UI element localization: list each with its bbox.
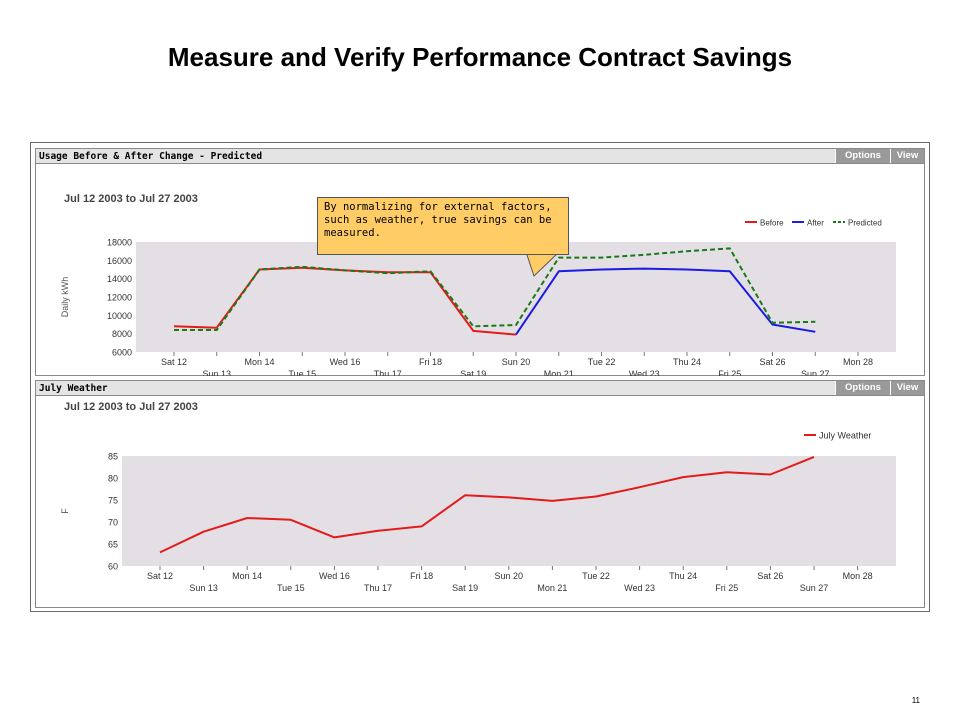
x-tick-label: Fri 18 bbox=[419, 357, 442, 367]
x-tick-label: Wed 16 bbox=[330, 357, 361, 367]
x-tick-label: Tue 22 bbox=[588, 357, 616, 367]
legend-label: Before bbox=[760, 219, 784, 228]
weather-panel-title: July Weather bbox=[39, 383, 108, 394]
x-tick-label: Sun 27 bbox=[801, 369, 830, 376]
usage-panel-header: Usage Before & After Change - Predicted … bbox=[35, 148, 925, 164]
y-tick-label: 16000 bbox=[107, 256, 132, 266]
legend-label: After bbox=[807, 219, 824, 228]
x-tick-label: Thu 24 bbox=[673, 357, 701, 367]
legend-label: Predicted bbox=[848, 219, 882, 228]
x-tick-label: Sun 27 bbox=[800, 583, 829, 593]
usage-panel-title: Usage Before & After Change - Predicted bbox=[39, 151, 263, 162]
y-tick-label: 65 bbox=[108, 540, 118, 550]
y-tick-label: 85 bbox=[108, 452, 118, 462]
usage-options-button[interactable]: Options bbox=[835, 149, 890, 163]
x-tick-label: Thu 17 bbox=[364, 583, 392, 593]
x-tick-label: Sat 19 bbox=[460, 369, 486, 376]
x-tick-label: Tue 15 bbox=[288, 369, 316, 376]
weather-panel-body: Jul 12 2003 to Jul 27 2003 60 65 70 75 80 85 F S… bbox=[35, 396, 925, 608]
usage-chart: Jul 12 2003 to Jul 27 2003 6000 8000 10000 1… bbox=[60, 193, 896, 376]
date-range-label: Jul 12 2003 to Jul 27 2003 bbox=[64, 401, 198, 413]
x-tick-label: Thu 17 bbox=[374, 369, 402, 376]
y-axis-label: Daily kWh bbox=[60, 277, 70, 318]
y-axis-label: F bbox=[60, 508, 70, 514]
y-tick-label: 18000 bbox=[107, 238, 132, 248]
x-tick-label: Mon 14 bbox=[232, 571, 262, 581]
x-tick-label: Mon 28 bbox=[843, 357, 873, 367]
series-line-july-weather bbox=[159, 455, 815, 554]
usage-panel-body: Jul 12 2003 to Jul 27 2003 6000 8000 10000 1… bbox=[35, 164, 925, 376]
slide-title: Measure and Verify Performance Contract … bbox=[167, 42, 793, 72]
dashboard-frame: Usage Before & After Change - Predicted … bbox=[30, 142, 930, 612]
savings-callout: By normalizing for external factors, suc… bbox=[317, 197, 569, 255]
y-tick-label: 70 bbox=[108, 518, 118, 528]
date-range-label: Jul 12 2003 to Jul 27 2003 bbox=[64, 193, 198, 205]
x-tick-label: Fri 25 bbox=[718, 369, 741, 376]
weather-view-button[interactable]: View bbox=[890, 381, 924, 395]
page-number: 11 bbox=[911, 696, 920, 705]
plot-area bbox=[136, 242, 896, 352]
series-line-predicted bbox=[174, 247, 816, 331]
y-tick-label: 10000 bbox=[107, 311, 132, 321]
weather-options-button[interactable]: Options bbox=[835, 381, 890, 395]
y-tick-label: 60 bbox=[108, 562, 118, 572]
y-tick-label: 12000 bbox=[107, 293, 132, 303]
weather-panel-header: July Weather Options View bbox=[35, 380, 925, 396]
x-tick-label: Tue 15 bbox=[277, 583, 305, 593]
x-tick-label: Sun 13 bbox=[202, 369, 231, 376]
x-tick-label: Sat 12 bbox=[161, 357, 187, 367]
x-tick-label: Wed 23 bbox=[624, 583, 655, 593]
x-tick-label: Sun 20 bbox=[502, 357, 531, 367]
x-tick-label: Thu 24 bbox=[669, 571, 697, 581]
x-tick-label: Sat 26 bbox=[759, 357, 785, 367]
x-tick-label: Sun 13 bbox=[189, 583, 218, 593]
y-tick-label: 75 bbox=[108, 496, 118, 506]
x-tick-label: Fri 18 bbox=[410, 571, 433, 581]
legend-label: July Weather bbox=[819, 431, 871, 441]
plot-area bbox=[122, 456, 896, 566]
x-tick-label: Mon 21 bbox=[537, 583, 567, 593]
x-tick-label: Tue 22 bbox=[582, 571, 610, 581]
x-tick-label: Wed 16 bbox=[319, 571, 350, 581]
x-tick-label: Sat 12 bbox=[147, 571, 173, 581]
x-tick-label: Sun 20 bbox=[495, 571, 524, 581]
y-tick-label: 14000 bbox=[107, 274, 132, 284]
x-tick-label: Mon 28 bbox=[843, 571, 873, 581]
weather-panel: July Weather Options View Jul 12 2003 to… bbox=[35, 380, 925, 608]
series-line-after bbox=[515, 267, 816, 336]
x-tick-label: Mon 21 bbox=[544, 369, 574, 376]
usage-view-button[interactable]: View bbox=[890, 149, 924, 163]
weather-chart: Jul 12 2003 to Jul 27 2003 60 65 70 75 80 85 F S… bbox=[60, 401, 896, 593]
x-tick-label: Wed 23 bbox=[629, 369, 660, 376]
x-tick-label: Fri 25 bbox=[715, 583, 738, 593]
usage-panel: Usage Before & After Change - Predicted … bbox=[35, 148, 925, 376]
x-tick-label: Sat 26 bbox=[757, 571, 783, 581]
x-tick-label: Mon 14 bbox=[244, 357, 274, 367]
y-tick-label: 8000 bbox=[112, 329, 132, 339]
x-tick-label: Sat 19 bbox=[452, 583, 478, 593]
y-tick-label: 80 bbox=[108, 474, 118, 484]
y-tick-label: 6000 bbox=[112, 348, 132, 358]
